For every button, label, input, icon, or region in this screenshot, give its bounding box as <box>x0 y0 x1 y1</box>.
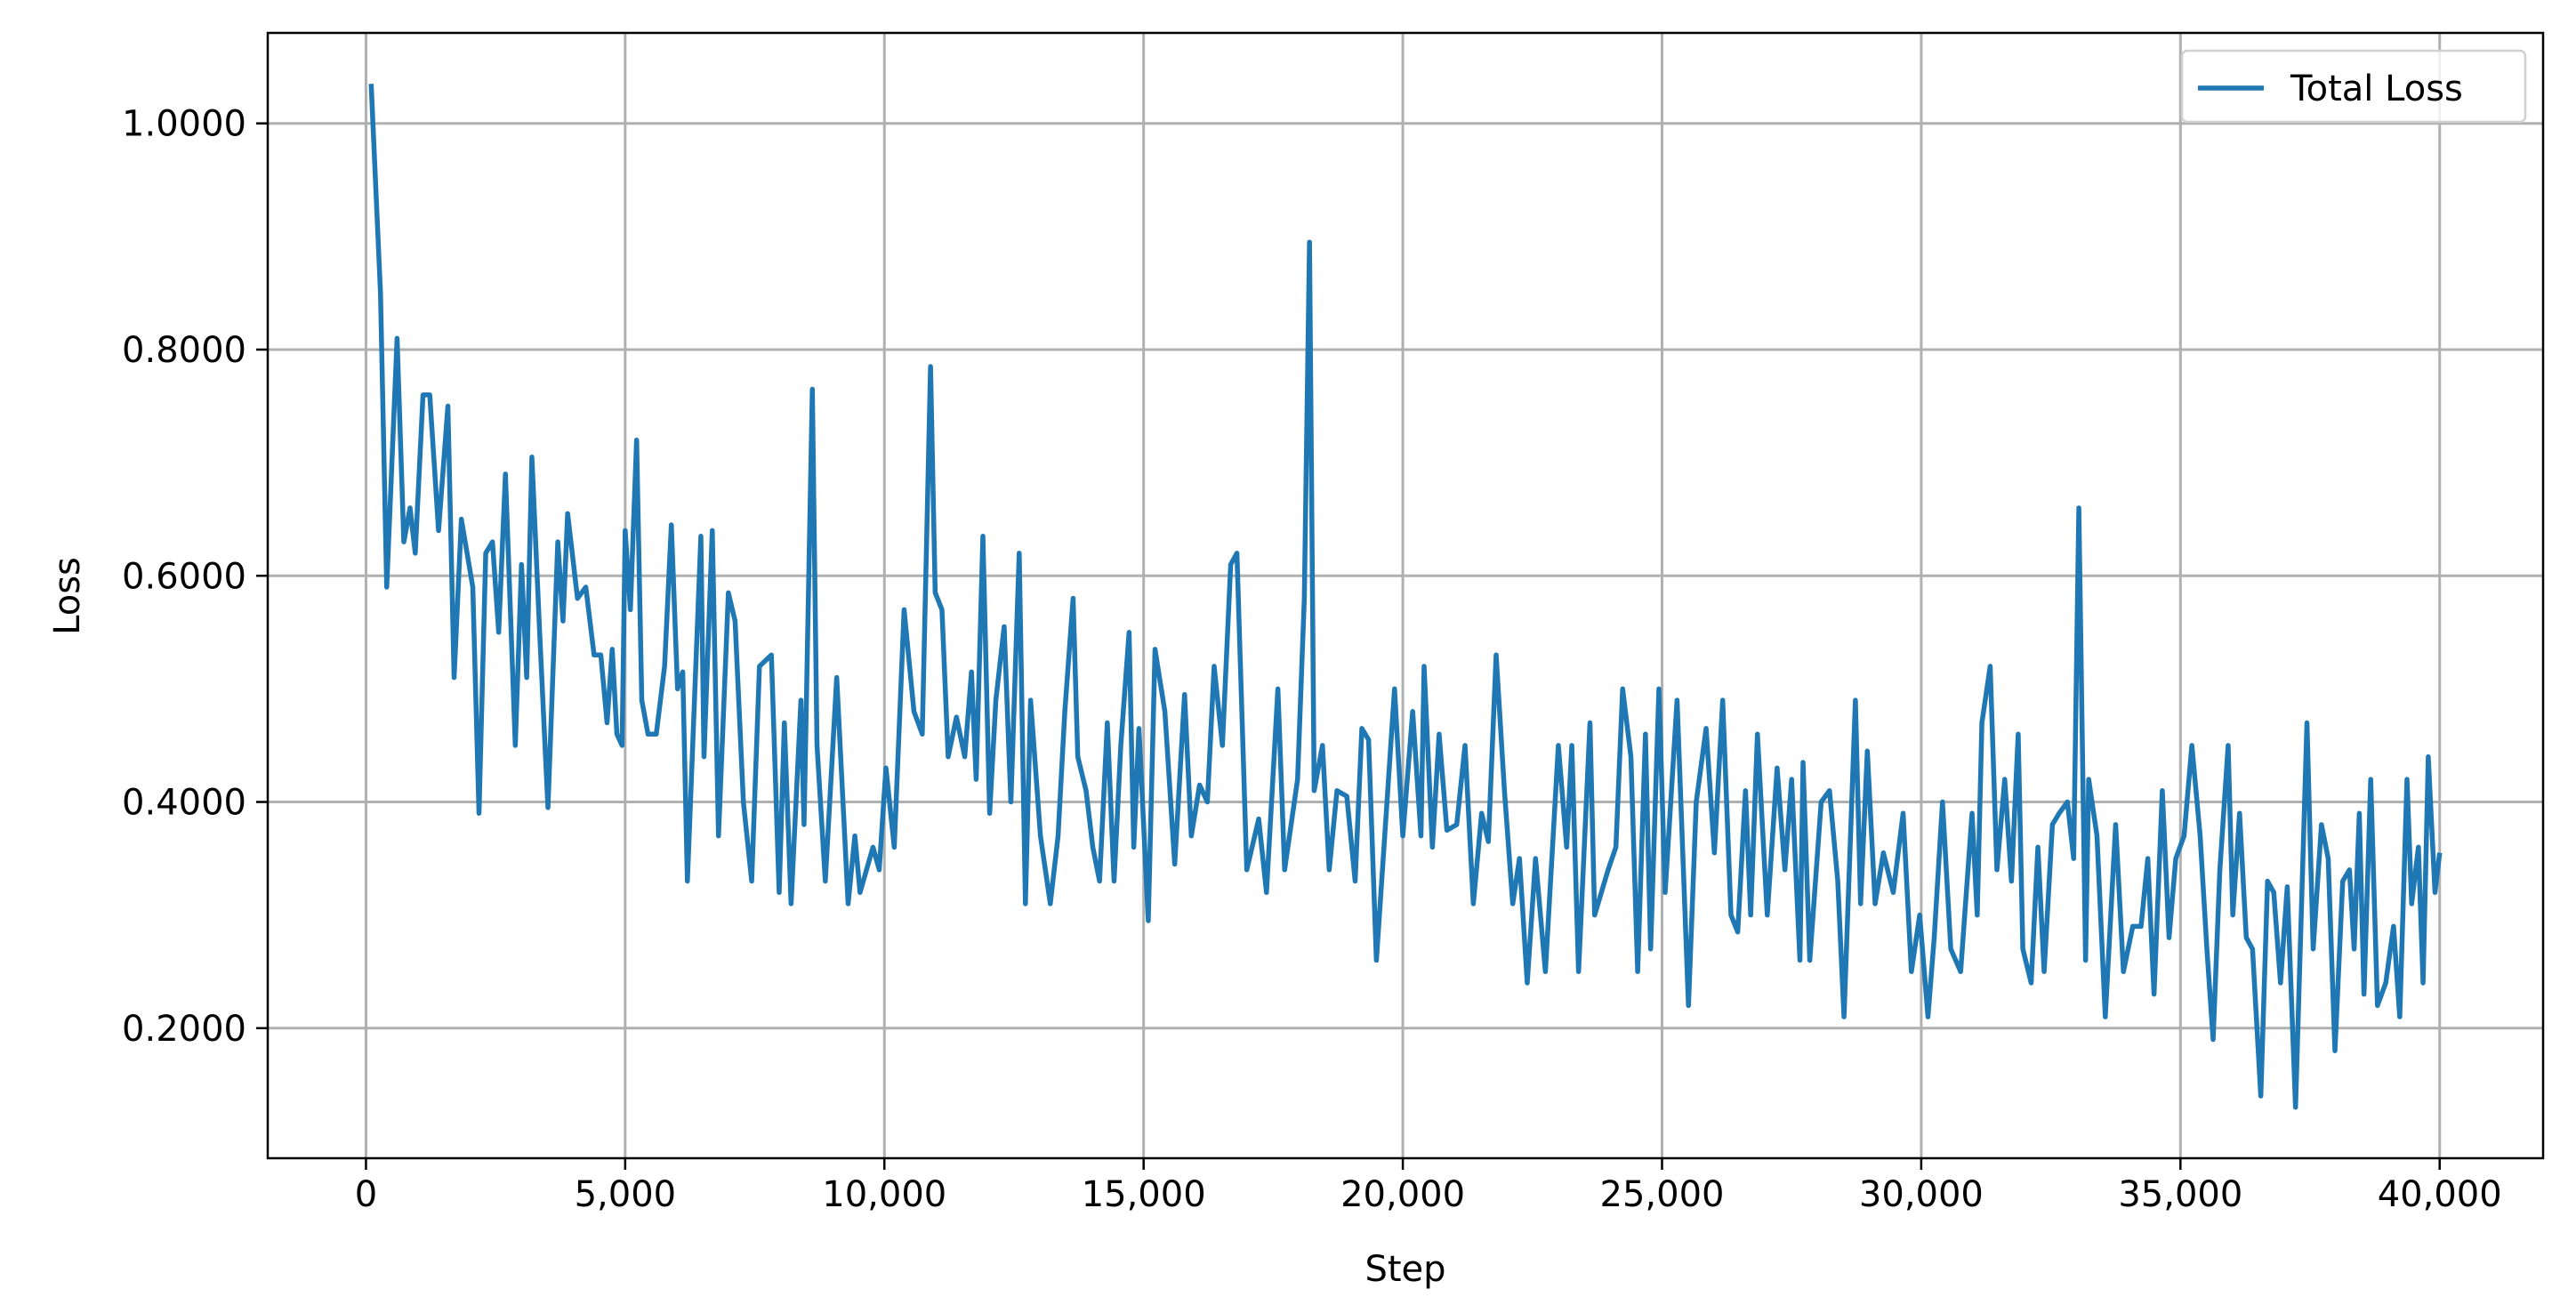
plot-frame <box>266 31 2545 1160</box>
x-tick-label: 35,000 <box>2118 1174 2242 1215</box>
y-axis-label: Loss <box>47 557 88 635</box>
x-tick-label: 10,000 <box>822 1174 946 1215</box>
x-tick-label: 0 <box>355 1174 377 1215</box>
y-tick-label: 0.8000 <box>122 330 246 371</box>
y-tick-label: 0.6000 <box>122 556 246 597</box>
x-tick-label: 15,000 <box>1082 1174 1206 1215</box>
legend-box <box>2180 49 2527 124</box>
legend-label: Total Loss <box>2290 68 2463 109</box>
line-series <box>368 84 2443 1110</box>
y-tick-label: 0.2000 <box>122 1009 246 1050</box>
x-tick-label: 5,000 <box>575 1174 677 1215</box>
x-tick-label: 20,000 <box>1340 1174 1465 1215</box>
y-tick-label: 1.0000 <box>122 104 246 145</box>
x-axis-label: Step <box>1364 1249 1445 1290</box>
y-tick-label: 0.4000 <box>122 783 246 824</box>
x-tick-label: 30,000 <box>1859 1174 1984 1215</box>
x-tick-label: 40,000 <box>2378 1174 2502 1215</box>
x-tick-label: 25,000 <box>1600 1174 1725 1215</box>
